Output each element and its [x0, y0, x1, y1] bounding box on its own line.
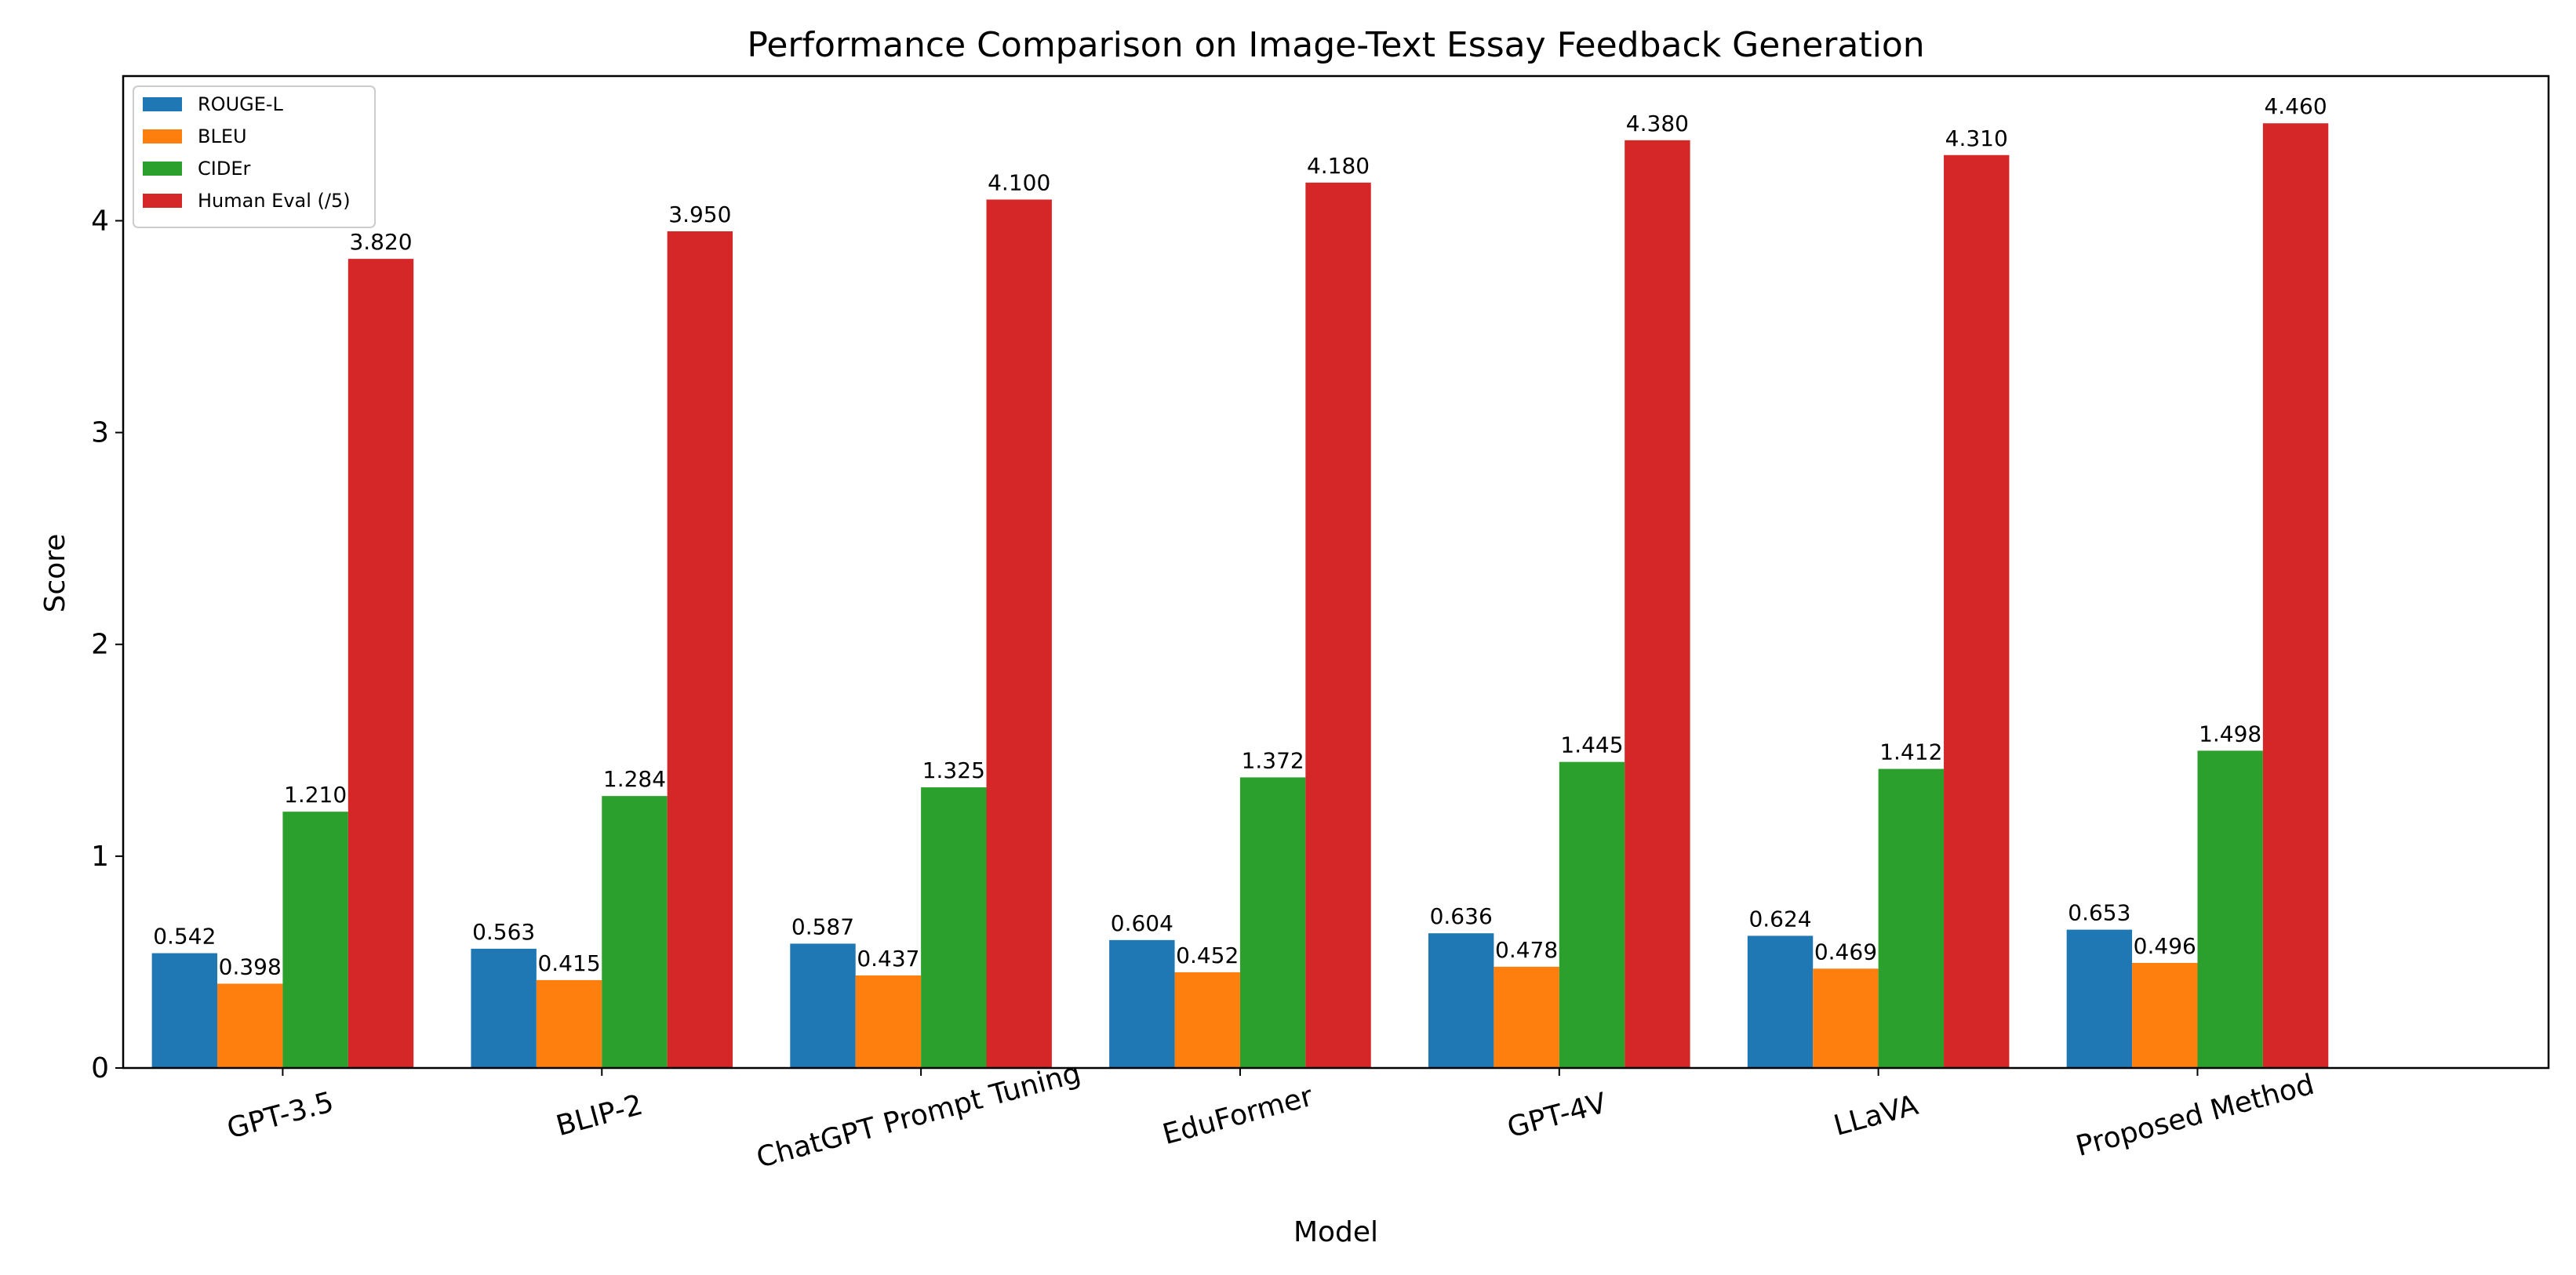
- bar: [1625, 140, 1690, 1069]
- data-label: 4.100: [988, 169, 1050, 195]
- x-tick-label: Proposed Method: [2072, 1069, 2317, 1163]
- bar: [2132, 963, 2198, 1068]
- data-label: 0.636: [1430, 903, 1493, 929]
- x-tick-label: BLIP-2: [553, 1089, 646, 1143]
- bar: [471, 948, 537, 1068]
- data-label: 0.587: [791, 914, 854, 939]
- y-axis-label: Score: [39, 534, 71, 613]
- data-label: 1.372: [1242, 747, 1304, 773]
- data-label: 1.210: [284, 782, 347, 808]
- chart-title: Performance Comparison on Image-Text Ess…: [747, 25, 1924, 65]
- legend-swatch: [143, 162, 182, 176]
- bar: [1878, 768, 1945, 1068]
- legend-swatch: [143, 194, 182, 208]
- data-label: 0.415: [537, 950, 600, 976]
- x-tick-label: ChatGPT Prompt Tuning: [753, 1057, 1084, 1175]
- bar: [217, 983, 283, 1068]
- data-label: 0.653: [2068, 900, 2130, 926]
- bar: [347, 259, 414, 1069]
- plot-frame: [122, 74, 2550, 1070]
- bar: [790, 943, 856, 1068]
- legend-label: ROUGE-L: [198, 93, 284, 115]
- bar: [1559, 761, 1625, 1068]
- data-label: 1.284: [603, 766, 666, 792]
- data-label: 0.604: [1111, 910, 1173, 936]
- data-label: 1.325: [922, 757, 985, 783]
- data-label: 3.820: [349, 229, 412, 255]
- data-label: 0.496: [2134, 933, 2196, 959]
- bar: [2262, 123, 2329, 1069]
- legend-label: CIDEr: [198, 158, 250, 180]
- bar: [2197, 750, 2263, 1068]
- bar: [1239, 777, 1306, 1068]
- legend-box: [133, 85, 376, 228]
- data-label: 3.950: [668, 202, 731, 227]
- y-tick-label: 1: [91, 841, 109, 873]
- y-tick-label: 3: [91, 417, 109, 449]
- data-label: 1.445: [1560, 732, 1623, 758]
- data-label: 0.542: [153, 924, 216, 950]
- bar: [1428, 933, 1494, 1068]
- data-label: 0.437: [857, 946, 919, 972]
- data-label: 4.460: [2264, 93, 2327, 119]
- data-label: 4.310: [1945, 125, 2008, 151]
- bar: [151, 953, 218, 1068]
- legend-swatch: [143, 129, 182, 143]
- data-label: 1.412: [1879, 739, 1942, 765]
- y-tick-label: 0: [91, 1052, 109, 1084]
- legend-swatch: [143, 97, 182, 111]
- data-label: 0.452: [1176, 943, 1239, 968]
- bar: [536, 979, 602, 1068]
- bar: [1305, 182, 1371, 1068]
- bar: [1944, 154, 2010, 1069]
- legend-label: Human Eval (/5): [198, 190, 351, 212]
- bar: [602, 796, 668, 1068]
- y-tick-label: 2: [91, 629, 109, 661]
- data-label: 0.478: [1495, 937, 1558, 963]
- bar: [986, 199, 1052, 1069]
- data-label: 4.180: [1307, 153, 1370, 179]
- bar: [1174, 972, 1240, 1068]
- data-label: 1.498: [2199, 721, 2261, 746]
- x-tick-label: GPT-3.5: [224, 1086, 337, 1145]
- x-tick-label: LLaVA: [1831, 1089, 1922, 1142]
- data-label: 0.624: [1748, 906, 1811, 932]
- x-tick-label: GPT-4V: [1504, 1087, 1610, 1144]
- bar: [921, 787, 987, 1068]
- bar: [1494, 966, 1559, 1068]
- data-label: 0.563: [472, 919, 535, 945]
- bar: [282, 812, 348, 1068]
- data-label: 0.469: [1814, 939, 1877, 964]
- data-label: 4.380: [1626, 111, 1689, 136]
- bar: [855, 975, 922, 1068]
- legend-label: BLEU: [198, 125, 247, 147]
- x-axis-label: Model: [1293, 1216, 1378, 1248]
- plot-area: 012340.5420.3981.2103.820GPT-3.50.5630.4…: [91, 93, 2329, 1175]
- bar: [667, 231, 733, 1069]
- legend: ROUGE-L BLEU CIDEr Human Eval (/5): [133, 85, 376, 228]
- y-tick-label: 4: [91, 205, 109, 237]
- bar: [1109, 939, 1175, 1068]
- bar: [1747, 935, 1814, 1068]
- data-label: 0.398: [219, 954, 282, 979]
- x-tick-label: EduFormer: [1159, 1081, 1316, 1151]
- bar: [2066, 929, 2133, 1068]
- bar: [1813, 968, 1879, 1068]
